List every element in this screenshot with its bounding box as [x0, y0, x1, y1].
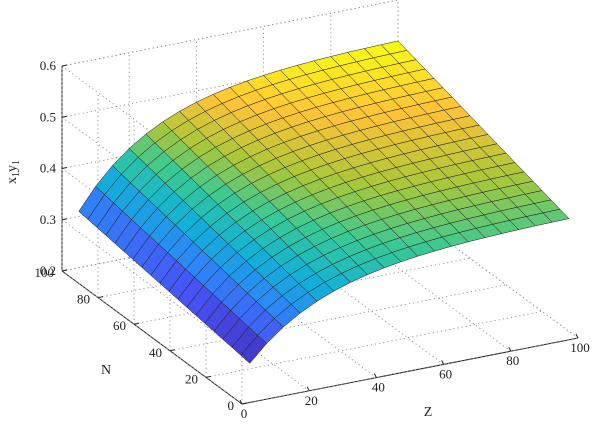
x-tick-label: 40 [372, 380, 385, 395]
x-tick-label: 60 [439, 366, 452, 381]
y-tick-label: 0 [228, 398, 235, 413]
y-tick-label: 60 [113, 318, 126, 333]
x-tick-mark [306, 386, 310, 392]
x-tick-label: 20 [305, 393, 318, 408]
z-tick-label: 0.6 [40, 58, 57, 73]
x-tick-mark [441, 360, 445, 365]
z-tick-mark [61, 218, 68, 221]
x-tick-mark [373, 373, 377, 378]
y-tick-label: 100 [35, 265, 55, 280]
z-tick-mark [61, 115, 68, 118]
z-tick-mark [61, 167, 68, 169]
x-tick-mark [239, 399, 243, 405]
y-tick-mark [241, 402, 248, 405]
y-tick-label: 80 [77, 292, 90, 307]
x-tick-label: 100 [570, 340, 590, 355]
y-tick-mark [97, 296, 104, 299]
y-tick-label: 20 [185, 371, 198, 386]
z-tick-label: 0.2 [40, 263, 56, 278]
y-tick-mark [169, 349, 176, 352]
x-axis-line [241, 337, 579, 405]
y-tick-label: 40 [149, 345, 162, 360]
surface-mesh [78, 40, 570, 364]
y-tick-mark [61, 269, 68, 272]
y-tick-mark [133, 322, 140, 325]
z-tick-label: 0.4 [40, 161, 57, 176]
surface-patch [542, 209, 570, 223]
tick-labels: 0.2 0.3 0.4 0.5 0.6 0 20 40 60 80 100 0 20 40 60 80 100 [35, 58, 590, 421]
x-tick-mark [508, 346, 512, 352]
x-tick-label: 0 [241, 406, 248, 421]
y-axis-line [61, 270, 243, 405]
z-tick-mark [61, 64, 68, 67]
z-tick-label: 0.5 [40, 109, 56, 124]
z-axis-title: x1y1 [5, 160, 22, 184]
z-tick-label: 0.3 [40, 212, 56, 227]
y-tick-mark [205, 375, 212, 378]
x-tick-mark [575, 333, 579, 339]
x-tick-label: 80 [506, 353, 519, 368]
x-axis-title: Z [424, 405, 433, 420]
y-axis-title: N [101, 363, 111, 378]
